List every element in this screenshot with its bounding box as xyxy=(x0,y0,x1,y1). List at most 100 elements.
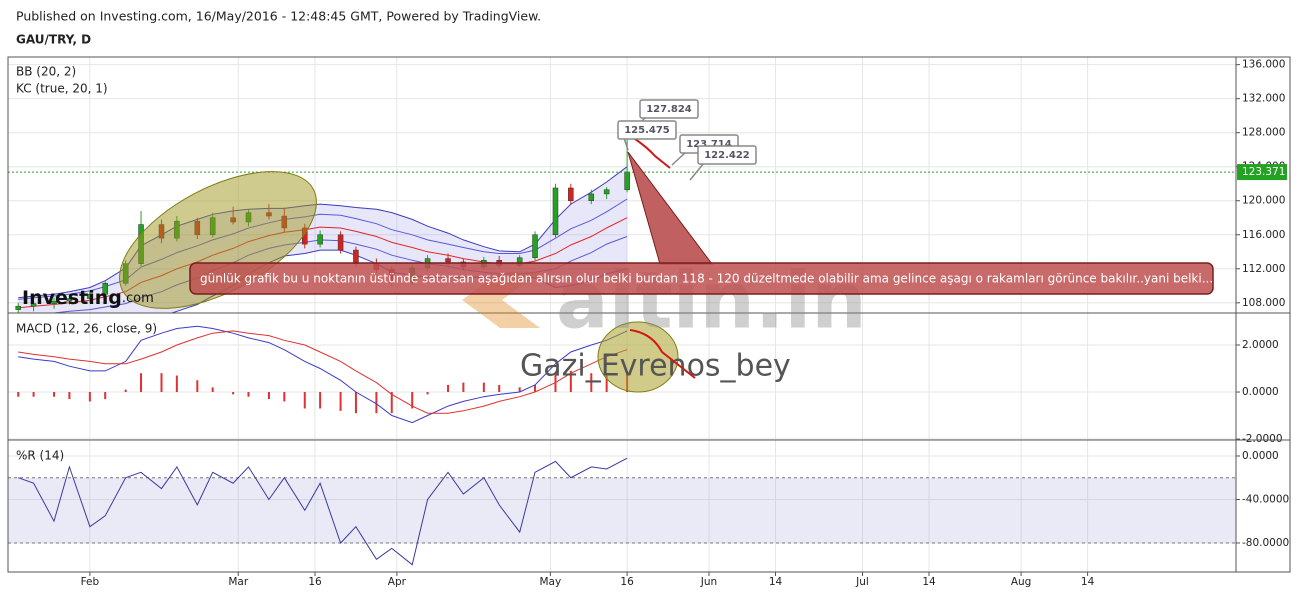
indicator-line xyxy=(18,166,628,299)
y-tick-label: 0.0000 xyxy=(1242,386,1279,398)
callout-box xyxy=(697,145,757,165)
y-tick-label: -40.0000 xyxy=(1242,493,1289,505)
panel xyxy=(8,440,1236,572)
callout-label: 127.824 xyxy=(646,104,692,115)
candle-body xyxy=(66,298,73,302)
indicator-line xyxy=(18,325,628,424)
histogram-bar xyxy=(569,370,572,393)
last-price-box xyxy=(1237,164,1287,181)
last-price-label: 123.371 xyxy=(1242,166,1285,178)
histogram-bar xyxy=(53,392,56,397)
candle-body xyxy=(588,193,595,201)
y-tick-label: 132.000 xyxy=(1242,93,1285,105)
annotation-text: günlük grafik bu u noktanın üstünde sata… xyxy=(200,272,1213,286)
candle-body xyxy=(317,234,323,245)
highlight-ellipse xyxy=(597,321,679,393)
indicator-line xyxy=(18,330,628,414)
watermark-author: Gazi_Evrenos_bey xyxy=(520,349,791,384)
x-tick-label: Aug xyxy=(1011,576,1032,588)
x-tick-label: Jun xyxy=(700,576,717,588)
candle-body xyxy=(603,189,610,195)
candle-body xyxy=(102,282,108,295)
symbol: GAU/TRY, D xyxy=(16,33,91,47)
y-tick-label: 116.000 xyxy=(1242,229,1285,241)
x-tick-label: 14 xyxy=(1081,576,1095,588)
y-tick-label: 0.0000 xyxy=(1242,450,1279,462)
x-tick-label: Mar xyxy=(228,576,248,588)
callout-pointer xyxy=(689,162,705,181)
logo: Investing.com xyxy=(22,287,154,309)
indicator-line xyxy=(18,198,628,300)
published-line: Published on Investing.com, 16/May/2016 … xyxy=(16,9,541,24)
histogram-bar xyxy=(88,392,91,402)
panel-title: MACD (12, 26, close, 9) xyxy=(16,322,157,336)
y-tick-label: 2.0000 xyxy=(1242,339,1279,351)
y-tick-label: 128.000 xyxy=(1242,127,1285,139)
histogram-bar xyxy=(160,373,163,393)
candle-body xyxy=(353,249,359,264)
callout-label: 123.714 xyxy=(686,139,732,150)
histogram-bar xyxy=(498,384,501,393)
histogram-bar xyxy=(17,392,20,397)
histogram-bar xyxy=(232,392,235,395)
histogram-bar xyxy=(283,392,286,402)
histogram-bar xyxy=(482,382,485,393)
indicator-line xyxy=(18,457,628,566)
histogram-bar xyxy=(339,392,342,411)
histogram-bar xyxy=(68,392,71,400)
histogram-bar xyxy=(411,392,414,409)
plot: 108.000112.000116.000120.000124.000128.0… xyxy=(8,57,1289,588)
x-tick-label: 14 xyxy=(922,576,936,588)
histogram-bar xyxy=(426,392,429,395)
x-tick-label: Feb xyxy=(81,576,100,588)
band xyxy=(8,477,1236,543)
histogram-bar xyxy=(140,373,143,393)
histogram-bar xyxy=(375,392,378,414)
histogram-bar xyxy=(196,380,199,393)
callout-label: 125.475 xyxy=(624,125,670,136)
indicator-label: BB (20, 2) xyxy=(16,65,76,79)
histogram-bar xyxy=(462,382,465,393)
histogram-bar xyxy=(534,384,537,393)
logo-suffix: .com xyxy=(122,291,154,306)
histogram-bar xyxy=(518,387,521,393)
candle-body xyxy=(15,305,21,310)
y-tick-label: 112.000 xyxy=(1242,263,1285,275)
histogram-bar xyxy=(267,392,270,400)
x-tick-label: 16 xyxy=(308,576,322,588)
x-tick-label: May xyxy=(540,576,562,588)
histogram-bar xyxy=(319,392,322,409)
candle-body xyxy=(445,258,451,263)
y-tick-label: 120.000 xyxy=(1242,195,1285,207)
logo-name: Investing xyxy=(22,287,122,309)
callout-box xyxy=(639,99,699,119)
x-tick-label: 16 xyxy=(620,576,634,588)
callout-box xyxy=(617,120,677,140)
candle-body xyxy=(552,187,559,236)
annotation-box xyxy=(189,262,1214,295)
histogram-bar xyxy=(104,392,107,400)
candle-body xyxy=(532,234,538,258)
candle-body xyxy=(30,303,37,307)
histogram-bar xyxy=(303,392,306,409)
histogram-bar xyxy=(354,392,357,414)
callout-label: 122.422 xyxy=(704,150,750,161)
frame xyxy=(7,56,1291,573)
y-tick-label: -80.0000 xyxy=(1242,537,1289,549)
x-tick-label: Apr xyxy=(388,576,407,588)
histogram-bar xyxy=(390,392,393,414)
y-tick-label: 136.000 xyxy=(1242,59,1285,71)
candle-body xyxy=(337,234,344,251)
callout-pointer xyxy=(623,137,629,151)
histogram-bar xyxy=(211,387,214,393)
callout-pointer xyxy=(671,151,687,166)
candle-body xyxy=(51,300,57,304)
x-tick-label: Jul xyxy=(855,576,869,588)
x-tick-label: 14 xyxy=(769,576,783,588)
histogram-bar xyxy=(605,375,608,393)
histogram-bar xyxy=(247,392,250,397)
histogram-bar xyxy=(175,375,178,393)
candle-body xyxy=(624,171,630,190)
